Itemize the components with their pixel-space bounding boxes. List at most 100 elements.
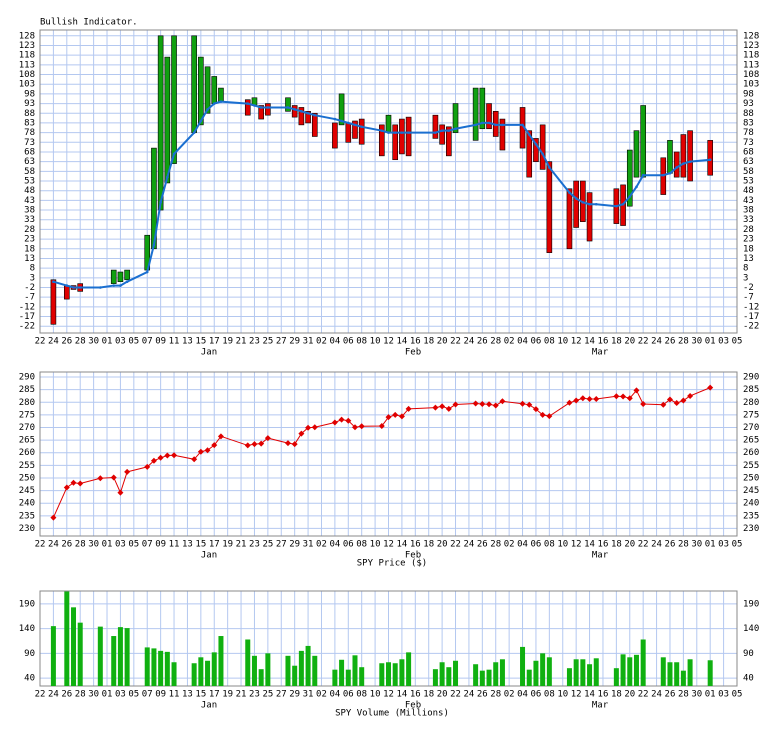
x-tick-label: 02 <box>316 540 327 550</box>
range-bar <box>486 103 492 130</box>
y-tick-label-right: 123 <box>743 41 759 51</box>
average-point <box>293 108 296 111</box>
price-point <box>593 395 600 402</box>
average-point <box>333 117 337 121</box>
volume-bar <box>379 663 385 686</box>
price-point <box>150 457 157 464</box>
x-tick-label: 13 <box>182 540 193 550</box>
average-point <box>119 284 122 287</box>
y-tick-label: 98 <box>24 89 35 99</box>
volume-bar <box>292 665 298 686</box>
price-point <box>244 442 251 449</box>
volume-bar <box>352 655 358 686</box>
average-point <box>65 284 69 287</box>
x-tick-label: 14 <box>584 690 595 700</box>
y-tick-label: 245 <box>19 486 35 496</box>
average-point <box>494 123 498 127</box>
average-point <box>313 113 317 117</box>
price-point <box>264 435 271 442</box>
chart-title: Bullish Indicator. <box>40 18 138 28</box>
x-tick-label: 31 <box>303 337 314 347</box>
x-tick-label: 04 <box>329 690 340 700</box>
average-point <box>661 173 665 177</box>
x-tick-label: 24 <box>651 690 662 700</box>
x-tick-label: 05 <box>732 690 743 700</box>
x-tick-label: 13 <box>182 690 193 700</box>
volume-bar <box>312 655 318 686</box>
price-point <box>50 514 57 521</box>
price-point <box>338 416 345 423</box>
x-tick-label: 02 <box>316 690 327 700</box>
range-bar <box>499 118 506 151</box>
y-tick-label: 290 <box>19 373 35 383</box>
range-bar <box>258 105 264 120</box>
average-point <box>434 131 437 134</box>
x-tick-label: 28 <box>75 540 86 550</box>
x-tick-label: 04 <box>329 540 340 550</box>
range-bar <box>358 118 365 145</box>
x-tick-label: 08 <box>356 690 367 700</box>
y-tick-label: 270 <box>19 423 35 433</box>
price-point <box>680 397 687 404</box>
volume-bar <box>633 654 639 686</box>
x-tick-label: 05 <box>732 540 743 550</box>
y-tick-label: 230 <box>19 524 35 534</box>
y-tick-label-right: 98 <box>743 89 754 99</box>
average-point <box>259 106 263 109</box>
x-tick-label: 12 <box>571 337 582 347</box>
range-bar <box>305 111 311 124</box>
y-tick-label-right: 255 <box>743 461 759 471</box>
volume-bar <box>593 658 599 686</box>
range-bar <box>124 269 130 281</box>
y-tick-label-right: 78 <box>743 128 754 138</box>
price-point <box>673 400 680 407</box>
x-tick-label: 06 <box>343 690 354 700</box>
volume-bar <box>345 669 351 686</box>
price-point <box>97 475 104 482</box>
x-tick-label: 27 <box>276 540 287 550</box>
x-tick-label: 10 <box>370 337 381 347</box>
month-label: Jan <box>201 348 217 358</box>
range-bar <box>479 87 486 130</box>
volume-bar <box>674 662 680 686</box>
y-tick-label: 128 <box>19 31 35 41</box>
y-tick-label-right: 250 <box>743 473 759 483</box>
x-tick-label: 12 <box>571 690 582 700</box>
y-tick-label: 190 <box>19 599 35 609</box>
average-point <box>52 280 55 283</box>
price-point <box>77 480 84 487</box>
average-point <box>682 162 685 165</box>
y-tick-label-right: 240 <box>743 499 759 509</box>
range-bar <box>633 130 640 178</box>
average-point <box>393 131 397 134</box>
x-tick-label: 24 <box>464 540 475 550</box>
x-tick-label: 05 <box>128 337 139 347</box>
volume-bar <box>627 657 633 686</box>
y-tick-label: -7 <box>24 293 35 303</box>
x-tick-label: 28 <box>678 690 689 700</box>
average-point <box>145 270 149 274</box>
x-tick-label: 02 <box>316 337 327 347</box>
price-point <box>144 463 151 470</box>
volume-bar <box>667 662 673 686</box>
x-tick-label: 09 <box>155 337 166 347</box>
month-label: Jan <box>201 701 217 711</box>
y-tick-label: 235 <box>19 511 35 521</box>
x-tick-label: 10 <box>370 690 381 700</box>
average-point <box>380 129 384 132</box>
y-tick-label-right: 118 <box>743 51 759 61</box>
price-point <box>660 401 667 408</box>
average-point <box>628 195 632 198</box>
price-point <box>566 399 573 406</box>
x-tick-label: 05 <box>128 690 139 700</box>
x-tick-label: 24 <box>48 337 59 347</box>
x-tick-label: 26 <box>665 337 676 347</box>
volume-bar <box>473 664 479 686</box>
price-point <box>117 489 124 496</box>
price-point <box>204 447 211 454</box>
average-point <box>635 185 638 189</box>
price-point <box>452 401 459 408</box>
average-point <box>400 131 404 134</box>
average-point <box>481 121 484 125</box>
y-tick-label-right: 3 <box>743 273 748 283</box>
